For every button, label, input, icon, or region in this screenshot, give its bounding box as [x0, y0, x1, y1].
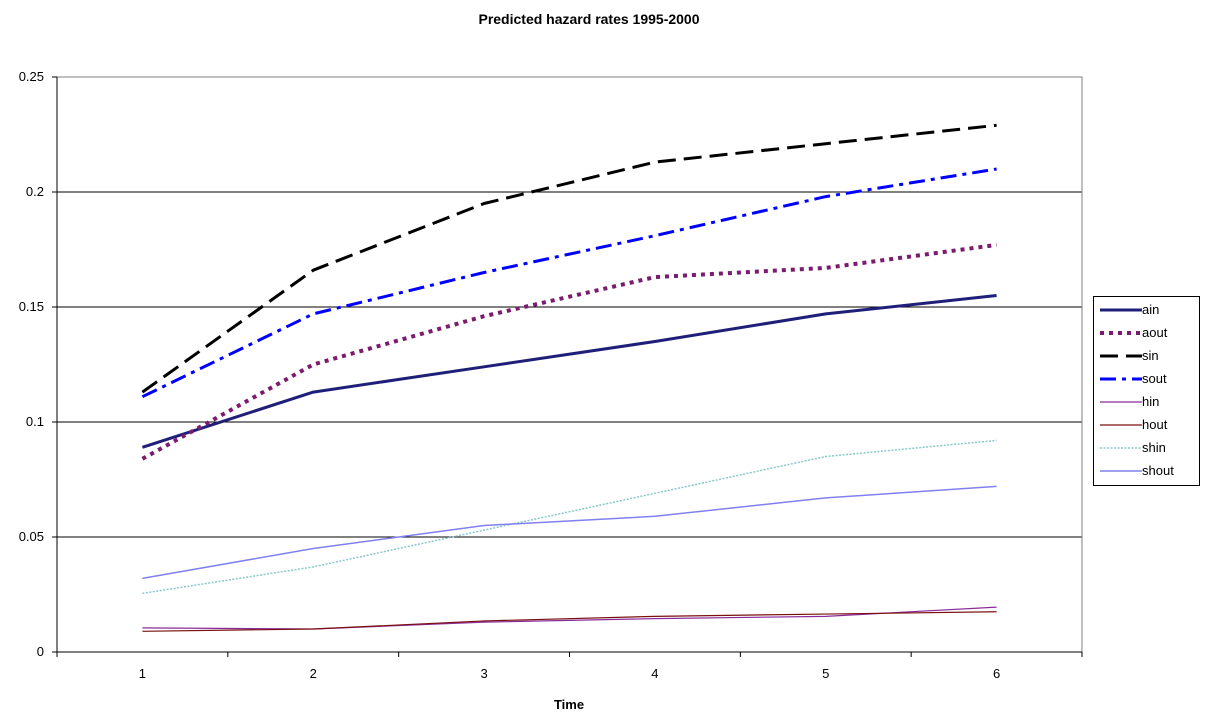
- series-line-aout: [141, 242, 997, 461]
- series-line-ain: [141, 294, 997, 449]
- y-tick-label: 0: [37, 644, 44, 659]
- legend-item-sin: sin: [1094, 345, 1199, 367]
- series-group: [141, 123, 997, 632]
- legend-item-ain: ain: [1094, 299, 1199, 321]
- legend-label: sin: [1142, 348, 1159, 363]
- series-line-shout: [142, 485, 997, 580]
- y-tick-label: 0.15: [19, 299, 44, 314]
- x-axis-label: Time: [554, 697, 584, 712]
- legend-swatch: [1100, 377, 1142, 381]
- legend: ain aout sin sout hin hout shin shout: [1093, 296, 1200, 486]
- legend-swatch: [1100, 331, 1142, 335]
- legend-item-sout: sout: [1094, 368, 1199, 390]
- x-tick-label: 4: [651, 666, 658, 681]
- gridlines: [57, 191, 1082, 538]
- legend-item-hin: hin: [1094, 391, 1199, 413]
- legend-swatch: [1100, 354, 1142, 358]
- series-line-sin: [141, 123, 997, 394]
- x-tick-label: 3: [480, 666, 487, 681]
- chart-title: Predicted hazard rates 1995-2000: [478, 11, 699, 27]
- y-tick-label: 0.25: [19, 69, 44, 84]
- legend-item-hout: hout: [1094, 414, 1199, 436]
- legend-label: shin: [1142, 440, 1166, 455]
- legend-label: hout: [1142, 417, 1168, 432]
- legend-item-shin: shin: [1094, 437, 1199, 459]
- legend-swatch: [1100, 470, 1142, 472]
- y-tick-label: 0.05: [19, 529, 44, 544]
- x-tick-label: 5: [822, 666, 829, 681]
- y-tick-label: 0.1: [26, 414, 44, 429]
- legend-swatch: [1100, 424, 1142, 426]
- x-tick-label: 1: [139, 666, 146, 681]
- legend-item-shout: shout: [1094, 460, 1199, 482]
- legend-item-aout: aout: [1094, 322, 1199, 344]
- series-line-sout: [141, 167, 997, 399]
- legend-label: aout: [1142, 325, 1168, 340]
- legend-swatch: [1100, 447, 1142, 449]
- x-tick-label: 6: [993, 666, 1000, 681]
- series-line-hout: [142, 611, 997, 632]
- series-line-shin: [142, 439, 997, 595]
- x-tick-label: 2: [310, 666, 317, 681]
- legend-label: ain: [1142, 302, 1160, 317]
- legend-swatch: [1100, 401, 1142, 403]
- legend-label: sout: [1142, 371, 1167, 386]
- y-axis-ticks: 0 0.05 0.1 0.15 0.2 0.25: [19, 69, 57, 659]
- x-axis-ticks: 1 2 3 4 5 6: [56, 652, 1083, 681]
- legend-label: shout: [1142, 463, 1174, 478]
- legend-swatch: [1100, 308, 1142, 312]
- legend-label: hin: [1142, 394, 1160, 409]
- y-tick-label: 0.2: [26, 184, 44, 199]
